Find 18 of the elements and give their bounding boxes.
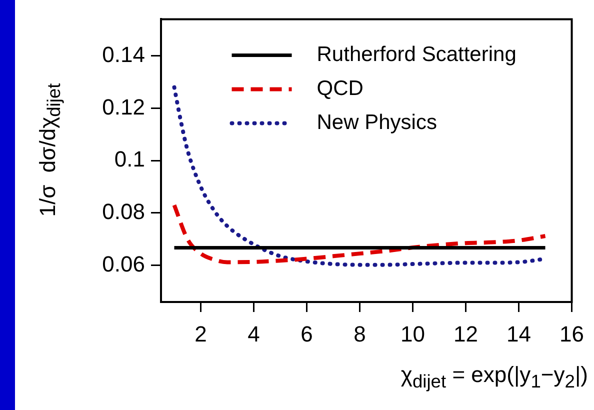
x-tick-label: 2	[194, 321, 207, 346]
x-tick-label: 16	[560, 321, 584, 346]
y-tick-label: 0.08	[102, 199, 145, 224]
y-tick-label: 0.1	[114, 146, 145, 172]
legend-label: New Physics	[316, 110, 437, 134]
x-tick-label: 4	[248, 321, 260, 346]
x-tick-label: 14	[506, 321, 532, 346]
legend-label: Rutherford Scattering	[316, 42, 516, 66]
legend-label: QCD	[316, 76, 364, 100]
x-tick-label: 10	[400, 321, 425, 346]
x-tick-label: 12	[454, 321, 478, 346]
x-tick-label: 6	[300, 321, 313, 346]
y-tick-label: 0.06	[102, 251, 145, 276]
line-series	[172, 203, 548, 264]
y-tick-label: 0.14	[102, 42, 145, 67]
x-tick-label: 8	[354, 321, 366, 346]
y-tick-label: 0.12	[102, 94, 145, 120]
x-axis-title: χ$_{dijet}$ = exp(|y$_{1}$−y$_{2}$|)	[400, 362, 588, 392]
